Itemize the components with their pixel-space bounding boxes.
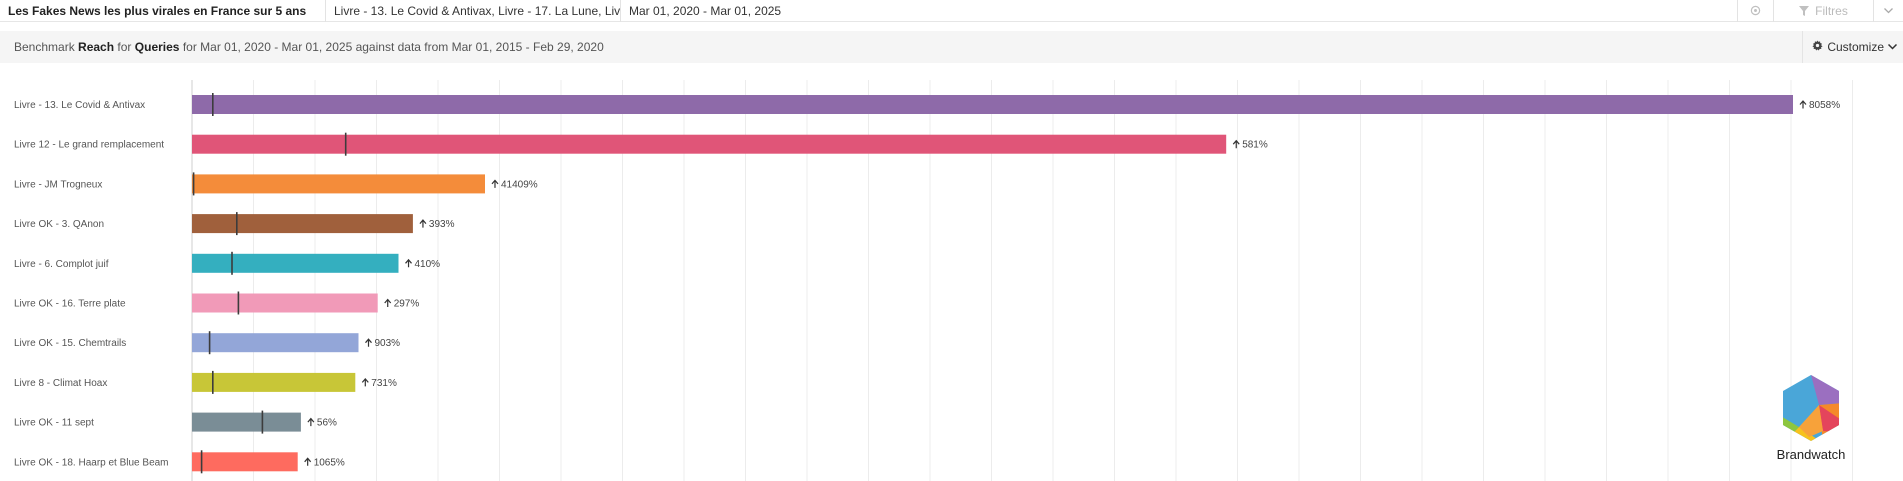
brandwatch-logo: Brandwatch xyxy=(1766,373,1856,468)
desc-suffix: for Mar 01, 2020 - Mar 01, 2025 against … xyxy=(182,40,604,54)
bar[interactable] xyxy=(192,372,356,392)
chevron-glyph xyxy=(1884,7,1893,13)
arrow-up-icon xyxy=(1799,100,1807,109)
change-label: 41409% xyxy=(501,179,538,190)
desc-prefix: Benchmark xyxy=(14,40,75,54)
category-label: Livre - 6. Complot juif xyxy=(14,259,109,270)
filters-label: Filtres xyxy=(1815,3,1848,18)
funnel-icon xyxy=(1799,5,1810,16)
desc-metric: Reach xyxy=(78,40,115,54)
desc-dimension: Queries xyxy=(134,40,180,54)
category-label: Livre 12 - Le grand remplacement xyxy=(14,140,164,151)
bar[interactable] xyxy=(192,452,298,472)
arrow-up-icon xyxy=(491,179,499,188)
change-label: 8058% xyxy=(1809,100,1840,111)
bar[interactable] xyxy=(192,253,399,273)
change-label: 410% xyxy=(415,259,441,270)
arrow-up-icon xyxy=(307,417,315,427)
category-label: Livre OK - 11 sept xyxy=(14,418,94,429)
bar[interactable] xyxy=(192,174,485,194)
category-label: Livre - JM Trogneux xyxy=(14,179,102,190)
change-label: 297% xyxy=(394,299,420,310)
customize-chevron-icon xyxy=(1888,44,1897,50)
arrow-up-icon xyxy=(405,258,412,268)
arrow-up-icon xyxy=(384,298,392,307)
query-selector[interactable]: Livre - 13. Le Covid & Antivax, Livre - … xyxy=(326,0,621,22)
bar[interactable] xyxy=(192,412,301,432)
chart-header: Benchmark Reach for Queries for Mar 01, … xyxy=(0,31,1903,63)
bar[interactable] xyxy=(192,214,413,234)
arrow-up-icon xyxy=(419,219,427,228)
benchmark-bar-chart: Livre - 13. Le Covid & Antivax 8058% Livre… xyxy=(14,80,1853,481)
top-bar: Les Fakes News les plus virales en Franc… xyxy=(0,0,1903,22)
logo-wordmark: Brandwatch xyxy=(1776,447,1846,462)
change-label: 1065% xyxy=(314,457,345,468)
change-label: 903% xyxy=(375,338,401,349)
brandwatch-logo-icon xyxy=(1783,375,1839,441)
arrow-up-icon xyxy=(1232,139,1240,149)
arrow-up-icon xyxy=(365,338,372,347)
bar[interactable] xyxy=(192,333,359,353)
arrow-up-icon xyxy=(361,377,369,387)
category-label: Livre - 13. Le Covid & Antivax xyxy=(14,100,145,111)
category-label: Livre OK - 15. Chemtrails xyxy=(14,338,126,349)
customize-label: Customize xyxy=(1827,40,1884,54)
dashboard-title[interactable]: Les Fakes News les plus virales en Franc… xyxy=(0,0,326,22)
change-label: 581% xyxy=(1242,140,1268,151)
filters-button[interactable]: Filtres xyxy=(1773,0,1873,22)
category-label: Livre OK - 16. Terre plate xyxy=(14,299,126,310)
category-label: Livre OK - 3. QAnon xyxy=(14,219,104,230)
bar[interactable] xyxy=(192,134,1227,154)
category-label: Livre 8 - Climat Hoax xyxy=(14,378,107,389)
change-label: 56% xyxy=(317,418,337,429)
desc-for: for xyxy=(117,40,132,54)
date-range-selector[interactable]: Mar 01, 2020 - Mar 01, 2025 xyxy=(629,3,782,18)
settings-icon[interactable] xyxy=(1737,0,1773,22)
bar[interactable] xyxy=(192,95,1793,114)
chart-bars: Livre - 13. Le Covid & Antivax 8058% Livre… xyxy=(14,93,1840,474)
chart-description: Benchmark Reach for Queries for Mar 01, … xyxy=(14,40,604,54)
arrow-up-icon xyxy=(304,457,312,466)
chevron-down-icon[interactable] xyxy=(1873,0,1903,22)
bar[interactable] xyxy=(192,293,378,313)
customize-divider xyxy=(1802,31,1803,63)
gear-icon xyxy=(1812,40,1823,54)
change-label: 393% xyxy=(429,219,455,230)
customize-button[interactable]: Customize xyxy=(1812,37,1897,57)
change-label: 731% xyxy=(371,378,397,389)
category-label: Livre OK - 18. Haarp et Blue Beam xyxy=(14,457,169,468)
settings-icon-glyph xyxy=(1750,5,1761,16)
